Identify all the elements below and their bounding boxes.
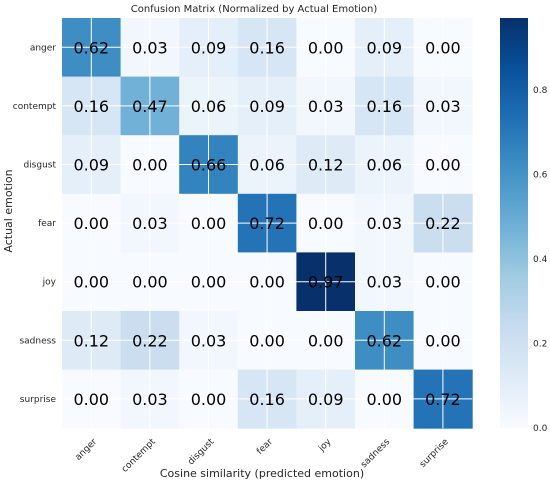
cell-value-label: 0.12 bbox=[73, 331, 109, 350]
y-tick-label: fear bbox=[38, 219, 56, 229]
cell-value-label: 0.09 bbox=[366, 38, 402, 57]
cell-value-label: 0.00 bbox=[425, 156, 461, 175]
x-tick-label: surprise bbox=[418, 437, 451, 470]
chart-title: Confusion Matrix (Normalized by Actual E… bbox=[131, 4, 378, 15]
cell-value-label: 0.00 bbox=[308, 38, 344, 57]
cell-value-label: 0.03 bbox=[366, 273, 402, 292]
x-tick-label: sadness bbox=[359, 437, 392, 470]
y-tick-label: sadness bbox=[19, 336, 56, 346]
y-axis-label: Actual emotion bbox=[2, 169, 15, 252]
cell-value-label: 0.66 bbox=[191, 156, 227, 175]
colorbar-tick-label: 0.0 bbox=[533, 424, 548, 434]
x-tick-label: anger bbox=[74, 437, 100, 463]
cell-value-label: 0.00 bbox=[308, 214, 344, 233]
cell-value-label: 0.22 bbox=[425, 214, 461, 233]
cell-value-label: 0.00 bbox=[366, 390, 402, 409]
cell-value-label: 0.00 bbox=[73, 214, 109, 233]
cell-value-label: 0.72 bbox=[249, 214, 285, 233]
colorbar-tick-label: 0.4 bbox=[533, 255, 548, 265]
y-tick-label: anger bbox=[30, 43, 56, 53]
colorbar-tick-label: 0.6 bbox=[533, 170, 548, 180]
cell-value-label: 0.03 bbox=[132, 38, 168, 57]
cell-value-label: 0.09 bbox=[308, 390, 344, 409]
y-tick-label: disgust bbox=[23, 161, 56, 171]
cell-value-label: 0.47 bbox=[132, 97, 168, 116]
cell-value-label: 0.12 bbox=[308, 156, 344, 175]
cell-value-label: 0.62 bbox=[366, 331, 402, 350]
cell-value-label: 0.03 bbox=[366, 214, 402, 233]
cell-value-label: 0.97 bbox=[308, 273, 344, 292]
cell-value-label: 0.16 bbox=[249, 390, 285, 409]
x-tick-label: contempt bbox=[120, 437, 158, 475]
cell-value-label: 0.22 bbox=[132, 331, 168, 350]
heatmap-cell-labels: 0.62 0.03 0.09 0.16 0.00 0.09 0.00 0.16 0.47 0.06… bbox=[73, 38, 460, 409]
cell-value-label: 0.16 bbox=[73, 97, 109, 116]
cell-value-label: 0.03 bbox=[425, 97, 461, 116]
cell-value-label: 0.03 bbox=[191, 331, 227, 350]
colorbar-tick-label: 0.2 bbox=[533, 339, 547, 349]
cell-value-label: 0.06 bbox=[191, 97, 227, 116]
colorbar-tick-label: 0.8 bbox=[533, 86, 548, 96]
cell-value-label: 0.09 bbox=[73, 156, 109, 175]
colorbar bbox=[500, 18, 528, 428]
cell-value-label: 0.03 bbox=[132, 390, 168, 409]
cell-value-label: 0.09 bbox=[191, 38, 227, 57]
cell-value-label: 0.00 bbox=[425, 331, 461, 350]
cell-value-label: 0.06 bbox=[249, 156, 285, 175]
x-axis-label: Cosine similarity (predicted emotion) bbox=[160, 467, 364, 480]
cell-value-label: 0.00 bbox=[73, 273, 109, 292]
cell-value-label: 0.00 bbox=[425, 273, 461, 292]
cell-value-label: 0.72 bbox=[425, 390, 461, 409]
cell-value-label: 0.00 bbox=[425, 38, 461, 57]
heatmap-gridlines bbox=[62, 18, 473, 429]
cell-value-label: 0.00 bbox=[249, 273, 285, 292]
x-tick-label: joy bbox=[316, 437, 334, 455]
cell-value-label: 0.62 bbox=[73, 38, 109, 57]
cell-value-label: 0.09 bbox=[249, 97, 285, 116]
cell-value-label: 0.00 bbox=[132, 273, 168, 292]
cell-value-label: 0.00 bbox=[73, 390, 109, 409]
cell-value-label: 0.16 bbox=[366, 97, 402, 116]
x-tick-label: fear bbox=[255, 437, 275, 457]
cell-value-label: 0.03 bbox=[132, 214, 168, 233]
y-tick-label: contempt bbox=[13, 102, 57, 112]
colorbar-tick-labels: 0.0 0.2 0.4 0.6 0.8 bbox=[533, 86, 548, 434]
x-tick-label: disgust bbox=[186, 437, 216, 467]
cell-value-label: 0.03 bbox=[308, 97, 344, 116]
y-tick-labels: anger contempt disgust fear joy sadness surpri… bbox=[13, 43, 57, 405]
cell-value-label: 0.00 bbox=[191, 214, 227, 233]
cell-value-label: 0.06 bbox=[366, 156, 402, 175]
cell-value-label: 0.16 bbox=[249, 38, 285, 57]
cell-value-label: 0.00 bbox=[132, 156, 168, 175]
y-tick-label: joy bbox=[42, 278, 57, 288]
y-tick-label: surprise bbox=[20, 395, 57, 405]
cell-value-label: 0.00 bbox=[191, 273, 227, 292]
cell-value-label: 0.00 bbox=[308, 331, 344, 350]
cell-value-label: 0.00 bbox=[249, 331, 285, 350]
cell-value-label: 0.00 bbox=[191, 390, 227, 409]
